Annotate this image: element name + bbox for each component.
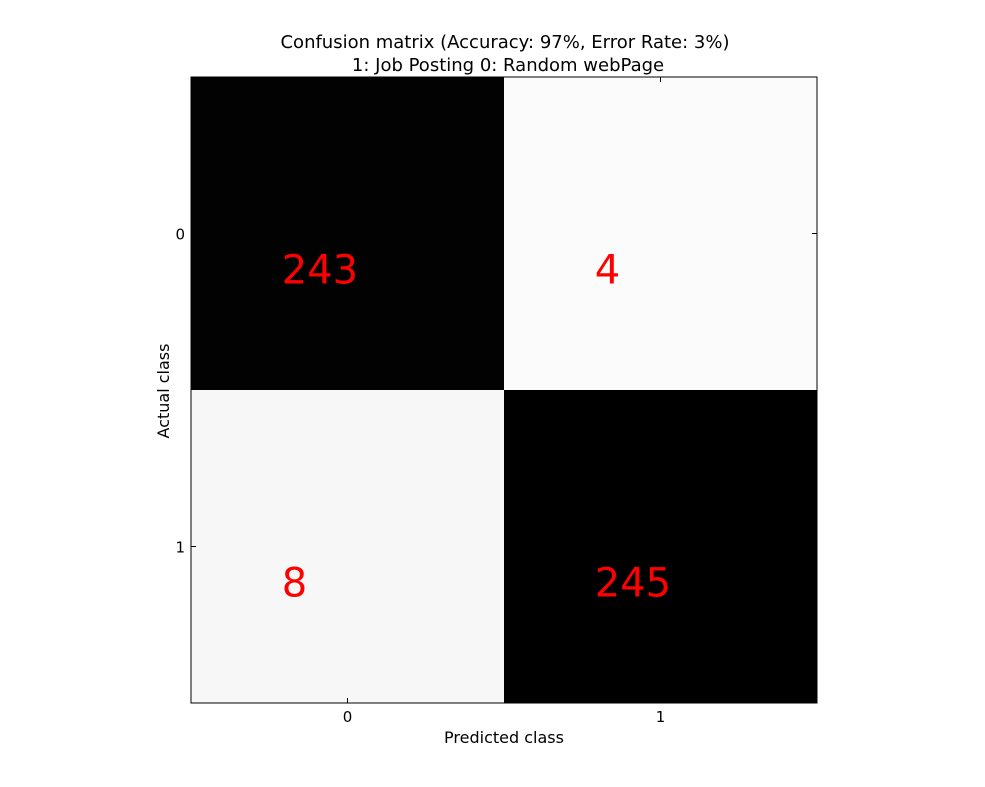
x-tick-label-0: 0 xyxy=(343,708,353,726)
chart-title: Confusion matrix (Accuracy: 97%, Error R… xyxy=(280,32,729,53)
x-tick-label-1: 1 xyxy=(656,708,666,726)
cell-value-label-0-0: 243 xyxy=(282,248,358,294)
matrix-cell-1-0 xyxy=(191,390,504,703)
cell-value-label-0-1: 4 xyxy=(595,248,620,294)
y-tick-label-1: 1 xyxy=(175,539,185,557)
y-axis-label: Actual class xyxy=(154,344,173,439)
x-axis-label: Predicted class xyxy=(444,728,564,747)
cell-value-label-1-1: 245 xyxy=(595,561,671,607)
matrix-cells: 243 4 8 245 xyxy=(191,77,817,703)
matrix-cell-0-0 xyxy=(191,77,504,390)
y-tick-label-0: 0 xyxy=(175,226,185,244)
matrix-cell-1-1 xyxy=(504,390,817,703)
plot-frame xyxy=(190,76,818,704)
chart-subtitle: 1: Job Posting 0: Random webPage xyxy=(352,55,664,76)
cell-value-label-1-0: 8 xyxy=(282,561,307,607)
axis-ticks: 0 1 0 1 xyxy=(175,77,817,726)
matrix-cell-0-1 xyxy=(504,77,817,390)
